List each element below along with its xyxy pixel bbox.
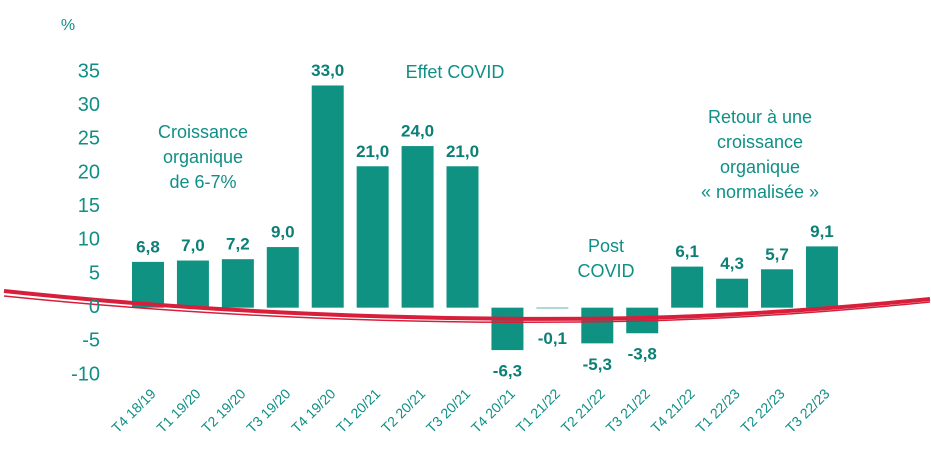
annotation: de 6-7% — [169, 172, 236, 192]
value-label: 6,1 — [675, 242, 699, 261]
y-tick-label: -10 — [71, 363, 100, 385]
bar — [761, 269, 794, 308]
bar — [176, 260, 209, 308]
x-tick-label: T2 20/21 — [378, 385, 429, 436]
y-tick-label: 20 — [78, 161, 100, 183]
bar — [716, 278, 749, 308]
x-tick-label: T1 20/21 — [333, 385, 384, 436]
value-label: 24,0 — [401, 122, 434, 141]
x-tick-label: T3 22/23 — [782, 385, 833, 436]
y-tick-label: 0 — [89, 296, 100, 318]
value-label: 4,3 — [720, 254, 744, 273]
y-tick-label: 35 — [78, 60, 100, 82]
x-tick-label: T3 21/22 — [603, 385, 654, 436]
x-tick-label: T2 21/22 — [558, 385, 609, 436]
y-tick-label: 25 — [78, 128, 100, 150]
bar — [671, 266, 704, 308]
value-label: -3,8 — [628, 345, 657, 364]
x-tick-label: T2 22/23 — [737, 385, 788, 436]
annotation: COVID — [577, 261, 634, 281]
bar — [311, 85, 344, 308]
x-tick-label: T1 21/22 — [513, 385, 564, 436]
bar — [266, 247, 299, 308]
annotation: Croissance — [158, 122, 248, 142]
bars — [132, 85, 838, 351]
bar — [581, 307, 614, 344]
value-label: 21,0 — [446, 142, 479, 161]
y-tick-label: 5 — [89, 262, 100, 284]
zero-swoosh — [3, 289, 931, 321]
annotation: croissance — [717, 132, 803, 152]
value-label: 33,0 — [311, 61, 344, 80]
x-tick-label: T4 20/21 — [468, 385, 519, 436]
value-label: 21,0 — [356, 142, 389, 161]
y-tick-label: 10 — [78, 229, 100, 251]
x-tick-label: T4 18/19 — [108, 385, 159, 436]
x-tick-label: T3 20/21 — [423, 385, 474, 436]
annotation: Effet COVID — [406, 62, 505, 82]
bar — [805, 246, 838, 308]
zero-swoosh-thin — [3, 295, 931, 324]
value-label: 9,0 — [271, 223, 295, 242]
x-tick-label: T2 19/20 — [198, 385, 249, 436]
value-label: 7,2 — [226, 235, 250, 254]
annotation: Retour à une — [708, 107, 812, 127]
annotation: Post — [588, 236, 624, 256]
value-label: 7,0 — [181, 236, 205, 255]
x-tick-label: T4 21/22 — [648, 385, 699, 436]
value-label: -6,3 — [493, 362, 522, 381]
bar — [536, 307, 569, 309]
x-tick-label: T1 19/20 — [153, 385, 204, 436]
y-axis-unit: % — [61, 17, 75, 34]
annotation: organique — [720, 157, 800, 177]
value-label: 5,7 — [765, 245, 789, 264]
y-tick-label: 15 — [78, 195, 100, 217]
bar — [356, 166, 389, 308]
value-label: -0,1 — [538, 329, 567, 348]
bar — [491, 307, 524, 351]
bar — [132, 261, 164, 308]
x-tick-label: T3 19/20 — [243, 385, 294, 436]
bar — [446, 166, 479, 308]
x-tick-label: T4 19/20 — [288, 385, 339, 436]
value-label: 9,1 — [810, 222, 834, 241]
bar — [401, 146, 434, 308]
annotation: organique — [163, 147, 243, 167]
y-tick-label: -5 — [82, 330, 100, 352]
annotation: « normalisée » — [701, 182, 819, 202]
value-label: 6,8 — [136, 237, 160, 256]
bar — [221, 259, 254, 308]
y-tick-label: 30 — [78, 94, 100, 116]
value-label: -5,3 — [583, 355, 612, 374]
x-tick-label: T1 22/23 — [692, 385, 743, 436]
